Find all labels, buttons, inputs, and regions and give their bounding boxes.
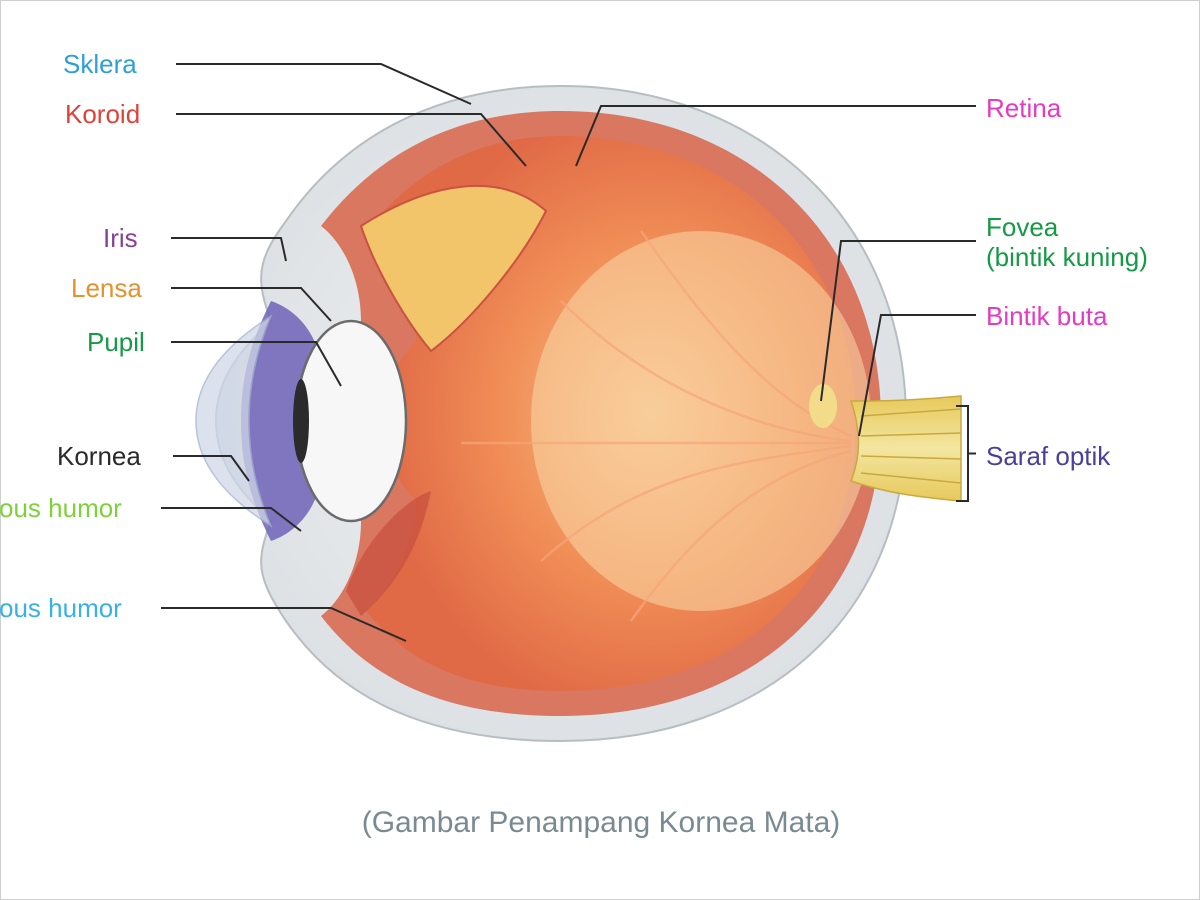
pupil-shape <box>293 379 309 463</box>
optic-nerve <box>851 396 961 501</box>
label-aqueous-humor: ous humor <box>0 493 122 524</box>
label-iris: Iris <box>103 223 138 254</box>
label-sklera: Sklera <box>63 49 137 80</box>
lens-shape <box>296 321 406 521</box>
label-saraf-optik: Saraf optik <box>986 441 1110 472</box>
label-kornea: Kornea <box>57 441 141 472</box>
label-koroid: Koroid <box>65 99 140 130</box>
image-frame: Sklera Koroid Iris Lensa Pupil Kornea ou… <box>0 0 1200 900</box>
diagram-caption: (Gambar Penampang Kornea Mata) <box>1 806 1200 840</box>
label-pupil: Pupil <box>87 327 145 358</box>
label-retina: Retina <box>986 93 1061 124</box>
label-lensa: Lensa <box>71 273 142 304</box>
label-bintik-buta: Bintik buta <box>986 301 1107 332</box>
label-fovea: Fovea(bintik kuning) <box>986 213 1148 273</box>
label-vitreous-humor: ous humor <box>0 593 122 624</box>
